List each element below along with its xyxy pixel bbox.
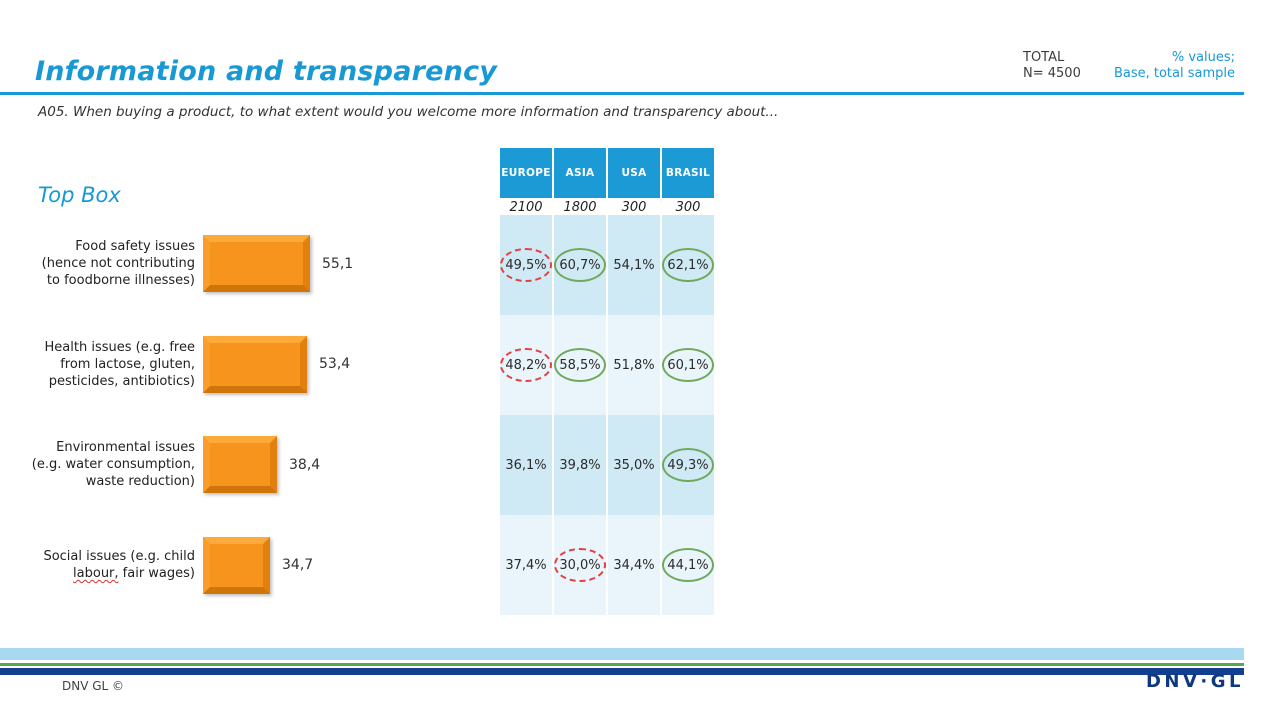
table-base-row: 2100 1800 300 300 [500, 199, 714, 215]
table-header-cell: EUROPE [500, 148, 552, 198]
dnv-gl-logo: DNV·GL [1145, 671, 1244, 692]
bar-value-label: 53,4 [319, 356, 351, 372]
table-row: 49,5% 60,7% 54,1% 62,1% [500, 215, 714, 315]
table-row: 48,2% 58,5% 51,8% 60,1% [500, 315, 714, 415]
table-cell: 49,5% [500, 215, 552, 315]
chart-row: Environmental issues (e.g. water consump… [30, 414, 470, 515]
significance-ellipse-green: 44,1% [662, 548, 714, 582]
copyright: DNV GL © [62, 679, 125, 693]
total-n-value: N= 4500 [1023, 66, 1081, 81]
value-text: 35,0% [613, 457, 655, 473]
bar-value-label: 55,1 [322, 255, 354, 272]
table-row: 36,1% 39,8% 35,0% 49,3% [500, 415, 714, 515]
bar [203, 335, 307, 393]
total-sample-block: TOTAL N= 4500 [1023, 50, 1081, 82]
bar-value-label: 34,7 [282, 557, 314, 573]
significance-ellipse-green: 49,3% [662, 448, 714, 482]
value-text: 51,8% [613, 357, 655, 373]
category-label: Environmental issues (e.g. water consump… [31, 440, 195, 489]
table-row: 37,4% 30,0% 34,4% 44,1% [500, 515, 714, 615]
table-cell: 60,7% [554, 215, 606, 315]
significance-ellipse-green: 60,7% [554, 248, 606, 282]
significance-ellipse-red-dashed: 49,5% [500, 248, 552, 282]
table-base-cell: 300 [621, 199, 647, 215]
table-cell: 62,1% [662, 215, 714, 315]
value-text: 54,1% [613, 257, 655, 273]
table-cell: 35,0% [608, 415, 660, 515]
value-text: 36,1% [505, 457, 547, 473]
base-note: Base, total sample [1113, 66, 1235, 81]
category-label: Food safety issues (hence not contributi… [41, 239, 195, 288]
spellcheck-underline: labour, [73, 566, 119, 581]
chart-row: Health issues (e.g. free from lactose, g… [30, 314, 470, 415]
chart-row: Food safety issues (hence not contributi… [30, 213, 470, 314]
significance-ellipse-red-dashed: 48,2% [500, 348, 552, 382]
footer-stripe-green [0, 663, 1244, 666]
significance-ellipse-green: 58,5% [554, 348, 606, 382]
table-base-cell: 300 [675, 199, 701, 215]
question-text: A05. When buying a product, to what exte… [38, 104, 779, 120]
table-cell: 30,0% [554, 515, 606, 615]
bar [203, 436, 277, 493]
table-base-cell: 1800 [563, 199, 597, 215]
table-cell: 48,2% [500, 315, 552, 415]
bar [203, 536, 270, 594]
section-label: Top Box [38, 183, 121, 207]
value-text: 39,8% [559, 457, 601, 473]
results-table: EUROPE ASIA USA BRASIL 2100 1800 300 300 49,5% 60… [500, 148, 714, 615]
footer-stripe-navy [0, 668, 1244, 675]
table-cell: 49,3% [662, 415, 714, 515]
total-label: TOTAL [1023, 50, 1065, 65]
table-base-cell: 2100 [509, 199, 543, 215]
table-header-cell: ASIA [554, 148, 606, 198]
significance-ellipse-green: 62,1% [662, 248, 714, 282]
table-cell: 37,4% [500, 515, 552, 615]
value-text: 34,4% [613, 557, 655, 573]
table-header-cell: BRASIL [662, 148, 714, 198]
table-cell: 34,4% [608, 515, 660, 615]
category-label: Health issues (e.g. free from lactose, g… [44, 339, 195, 389]
table-header-cell: USA [608, 148, 660, 198]
table-cell: 44,1% [662, 515, 714, 615]
table-cell: 36,1% [500, 415, 552, 515]
base-note-block: % values; Base, total sample [1114, 50, 1235, 82]
table-header-row: EUROPE ASIA USA BRASIL [500, 148, 714, 198]
table-cell: 39,8% [554, 415, 606, 515]
table-cell: 51,8% [608, 315, 660, 415]
table-cell: 60,1% [662, 315, 714, 415]
value-text: 37,4% [505, 557, 547, 573]
significance-ellipse-green: 60,1% [662, 348, 714, 382]
title-divider [0, 92, 1244, 95]
significance-ellipse-red-dashed: 30,0% [554, 548, 606, 582]
category-label: Social issues (e.g. child labour, fair w… [43, 549, 195, 581]
chart-row: Social issues (e.g. child labour, fair w… [30, 515, 470, 616]
table-cell: 54,1% [608, 215, 660, 315]
footer-stripe-lightblue [0, 648, 1244, 660]
table-cell: 58,5% [554, 315, 606, 415]
bar-value-label: 38,4 [289, 456, 321, 473]
page-title: Information and transparency [35, 56, 498, 87]
values-note: % values; [1171, 50, 1235, 65]
bar [203, 235, 310, 292]
